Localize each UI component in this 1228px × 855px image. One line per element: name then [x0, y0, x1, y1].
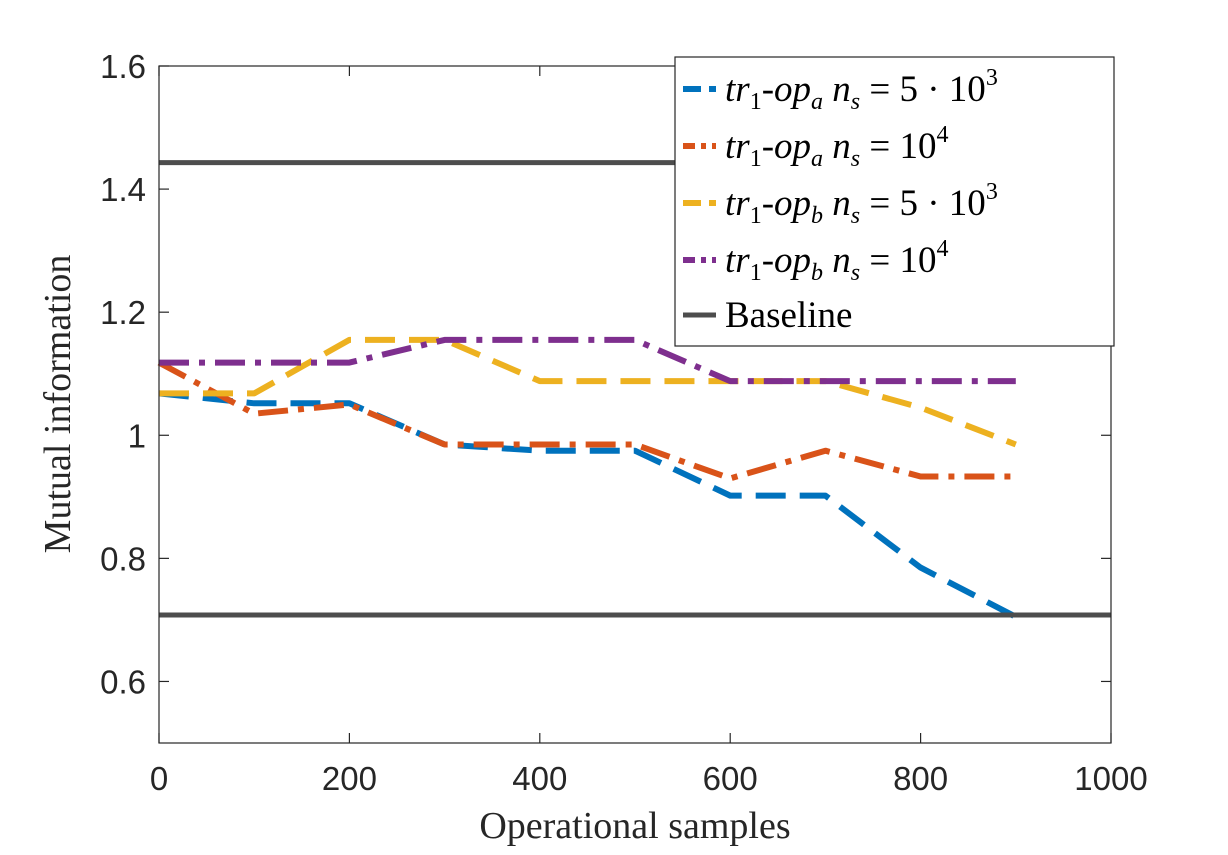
legend-label-1: tr1-opa ns = 5 · 103: [725, 65, 998, 115]
x-tick-label: 400: [512, 760, 567, 797]
x-tick-label: 200: [322, 760, 377, 797]
y-tick-label: 1.6: [100, 48, 146, 85]
series-line-2: [157, 359, 1016, 482]
legend-label-4: tr1-opb ns = 104: [725, 236, 948, 286]
x-tick-label: 800: [893, 760, 948, 797]
y-tick-labels: 0.6 0.8 1 1.2 1.4 1.6: [100, 48, 146, 700]
y-tick-label: 1.2: [100, 294, 146, 331]
legend-label-2: tr1-opa ns = 104: [725, 122, 948, 172]
series-lines: [157, 336, 1018, 620]
y-tick-label: 0.6: [100, 663, 146, 700]
x-tick-label: 600: [703, 760, 758, 797]
legend-label-3: tr1-opb ns = 5 · 103: [725, 179, 998, 229]
plot-frame: [158, 65, 1112, 744]
x-tick-label: 1000: [1074, 760, 1147, 797]
x-axis-title: Operational samples: [479, 805, 790, 847]
legend: tr1-opa ns = 5 · 103 tr1-opa ns = 104 tr1-…: [674, 56, 1115, 347]
y-tick-label: 0.8: [100, 540, 146, 577]
series-line-3: [159, 336, 1017, 448]
legend-label-baseline: Baseline: [725, 295, 852, 336]
legend-box: [674, 56, 1115, 347]
series-line-1: [158, 390, 1018, 620]
y-axis-title: Mutual information: [37, 255, 79, 554]
x-tick-label: 0: [150, 760, 168, 797]
y-tick-label: 1: [128, 417, 146, 454]
y-tick-label: 1.4: [100, 171, 146, 208]
x-tick-labels: 0 200 400 600 800 1000: [150, 760, 1148, 797]
